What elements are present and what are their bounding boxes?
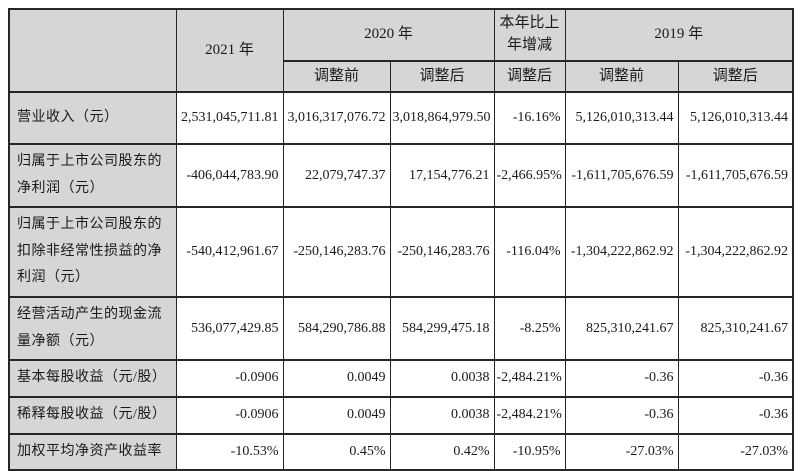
col-header-2020: 2020 年 xyxy=(282,8,495,62)
cell-2019-before: 825,310,241.67 xyxy=(564,295,679,362)
cell-2019-before: -0.36 xyxy=(564,359,679,398)
cell-2021: -10.53% xyxy=(175,432,284,471)
cell-2020-after: 0.42% xyxy=(389,432,495,471)
cell-2021: -406,044,783.90 xyxy=(175,142,284,209)
cell-2021: 2,531,045,711.81 xyxy=(175,91,284,145)
table-row-net-profit: 归属于上市公司股东的净利润（元） -406,044,783.90 22,079,… xyxy=(8,142,794,209)
row-label: 归属于上市公司股东的扣除非经常性损益的净利润（元） xyxy=(8,206,177,298)
subheader-2020-before: 调整前 xyxy=(282,60,391,93)
cell-2020-before: 0.0049 xyxy=(282,395,391,435)
cell-2020-after: 17,154,776.21 xyxy=(389,142,495,209)
cell-change: -2,466.95% xyxy=(493,142,566,209)
cell-change: -16.16% xyxy=(493,91,566,145)
table-row-diluted-eps: 稀释每股收益（元/股） -0.0906 0.0049 0.0038 -2,484… xyxy=(8,395,794,435)
cell-2020-after: 3,018,864,979.50 xyxy=(389,91,495,145)
cell-change: -2,484.21% xyxy=(493,395,566,435)
table-row-weighted-avg-roe: 加权平均净资产收益率 -10.53% 0.45% 0.42% -10.95% -… xyxy=(8,432,794,471)
cell-2020-after: -250,146,283.76 xyxy=(389,206,495,298)
cell-2020-before: 0.0049 xyxy=(282,359,391,398)
cell-2020-after: 0.0038 xyxy=(389,395,495,435)
header-row-top: 2021 年 2020 年 本年比上年增减 2019 年 xyxy=(8,8,794,93)
row-label: 基本每股收益（元/股） xyxy=(8,359,177,398)
cell-change: -8.25% xyxy=(493,295,566,362)
cell-2019-after: -1,611,705,676.59 xyxy=(677,142,794,209)
table-row-basic-eps: 基本每股收益（元/股） -0.0906 0.0049 0.0038 -2,484… xyxy=(8,359,794,398)
cell-2019-before: -1,611,705,676.59 xyxy=(564,142,679,209)
cell-change: -116.04% xyxy=(493,206,566,298)
cell-2019-after: -0.36 xyxy=(677,395,794,435)
cell-2019-after: 825,310,241.67 xyxy=(677,295,794,362)
cell-2019-after: 5,126,010,313.44 xyxy=(677,91,794,145)
row-label: 加权平均净资产收益率 xyxy=(8,432,177,471)
col-header-2021: 2021 年 xyxy=(175,8,284,93)
subheader-change-after: 调整后 xyxy=(493,60,566,93)
col-header-change: 本年比上年增减 xyxy=(493,8,566,62)
cell-2021: -540,412,961.67 xyxy=(175,206,284,298)
row-label: 归属于上市公司股东的净利润（元） xyxy=(8,142,177,209)
cell-2019-before: -1,304,222,862.92 xyxy=(564,206,679,298)
row-label: 稀释每股收益（元/股） xyxy=(8,395,177,435)
financial-summary-table-container: 2021 年 2020 年 本年比上年增减 2019 年 调整前 调整后 调整后… xyxy=(8,8,795,471)
cell-2020-before: -250,146,283.76 xyxy=(282,206,391,298)
header-row-sub: 调整前 调整后 调整后 调整前 调整后 xyxy=(9,60,794,93)
cell-change: -10.95% xyxy=(493,432,566,471)
corner-cell xyxy=(8,8,177,93)
cell-2020-before: 0.45% xyxy=(282,432,391,471)
cell-2019-before: 5,126,010,313.44 xyxy=(564,91,679,145)
cell-2020-before: 3,016,317,076.72 xyxy=(282,91,391,145)
row-label: 营业收入（元） xyxy=(8,91,177,145)
financial-summary-table: 2021 年 2020 年 本年比上年增减 2019 年 调整前 调整后 调整后… xyxy=(8,8,795,471)
cell-2019-after: -27.03% xyxy=(677,432,794,471)
cell-2020-after: 0.0038 xyxy=(389,359,495,398)
cell-2020-after: 584,299,475.18 xyxy=(389,295,495,362)
cell-change: -2,484.21% xyxy=(493,359,566,398)
col-header-2019: 2019 年 xyxy=(564,8,794,62)
subheader-2019-after: 调整后 xyxy=(677,60,794,93)
cell-2019-before: -0.36 xyxy=(564,395,679,435)
cell-2021: -0.0906 xyxy=(175,359,284,398)
subheader-2019-before: 调整前 xyxy=(564,60,679,93)
cell-2021: 536,077,429.85 xyxy=(175,295,284,362)
cell-2019-before: -27.03% xyxy=(564,432,679,471)
cell-2019-after: -1,304,222,862.92 xyxy=(677,206,794,298)
table-row-revenue: 营业收入（元） 2,531,045,711.81 3,016,317,076.7… xyxy=(8,91,794,145)
cell-2020-before: 584,290,786.88 xyxy=(282,295,391,362)
cell-2019-after: -0.36 xyxy=(677,359,794,398)
cell-2020-before: 22,079,747.37 xyxy=(282,142,391,209)
row-label: 经营活动产生的现金流量净额（元） xyxy=(8,295,177,362)
subheader-2020-after: 调整后 xyxy=(389,60,495,93)
table-row-operating-cash-flow: 经营活动产生的现金流量净额（元） 536,077,429.85 584,290,… xyxy=(8,295,794,362)
table-row-net-profit-deducted: 归属于上市公司股东的扣除非经常性损益的净利润（元） -540,412,961.6… xyxy=(8,206,794,298)
cell-2021: -0.0906 xyxy=(175,395,284,435)
